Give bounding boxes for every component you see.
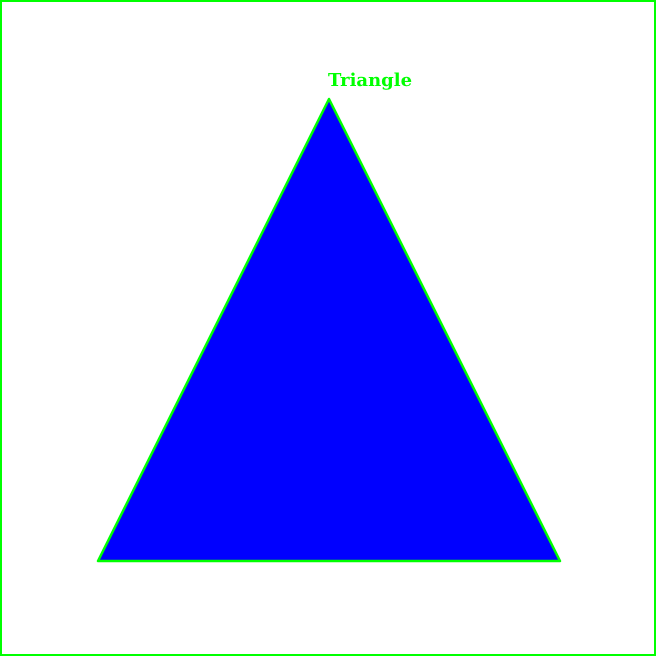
triangle-label: Triangle (328, 70, 413, 91)
triangle-shape (96, 97, 562, 563)
